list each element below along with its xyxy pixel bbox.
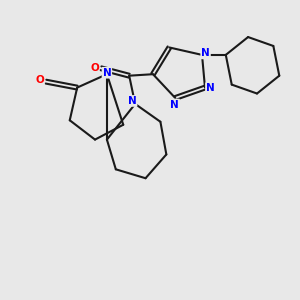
Text: O: O [35, 75, 44, 85]
Text: N: N [201, 48, 210, 59]
Text: O: O [90, 63, 99, 73]
Text: N: N [170, 100, 179, 110]
Text: N: N [103, 68, 111, 78]
Text: N: N [128, 96, 136, 106]
Text: N: N [206, 83, 215, 93]
